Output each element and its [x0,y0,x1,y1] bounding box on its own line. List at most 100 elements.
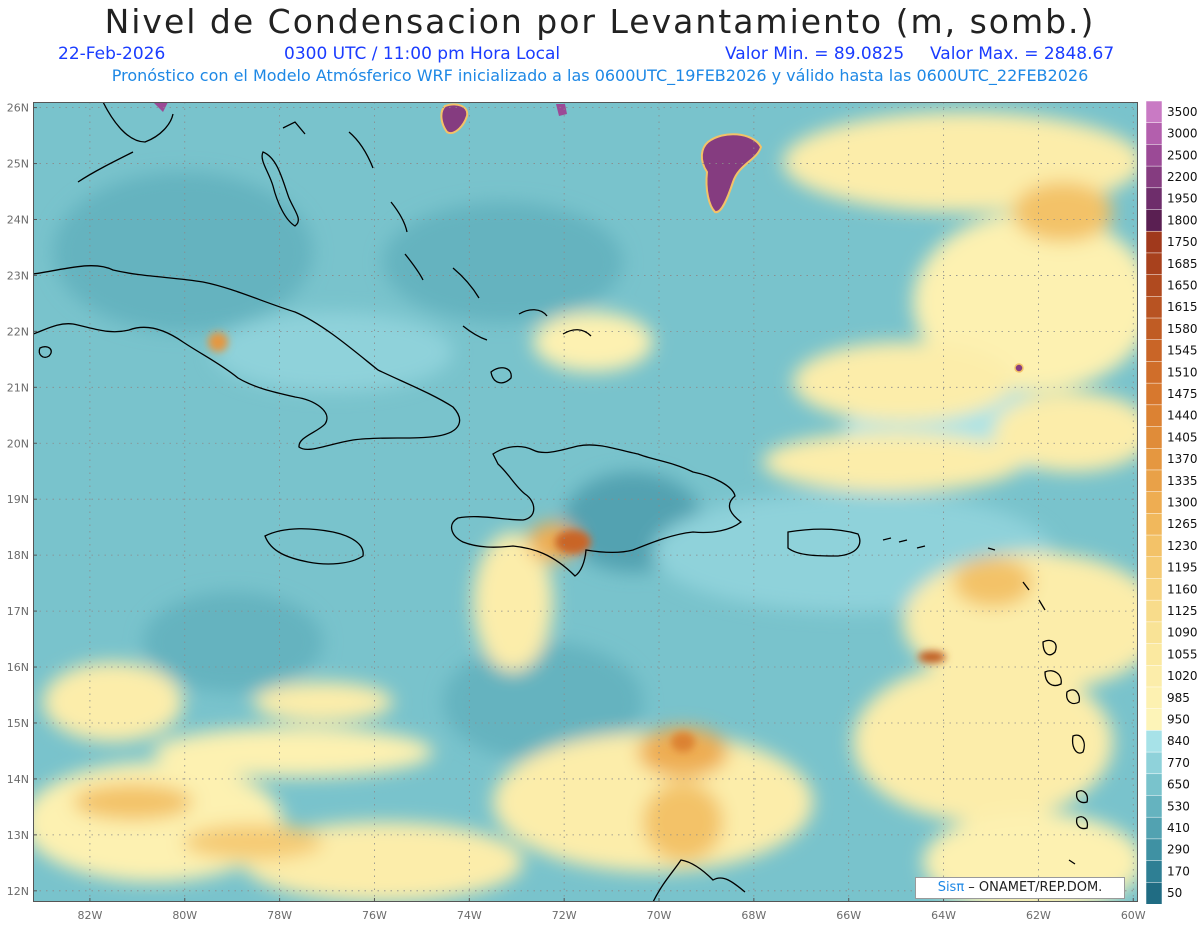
colorbar-swatch [1145,816,1163,840]
colorbar-label: 1300 [1167,496,1198,510]
colorbar-label: 1370 [1167,452,1198,466]
colorbar-swatch [1145,209,1163,232]
lcl-maxima [208,332,946,752]
colorbar-label: 1510 [1167,365,1198,379]
lat-tick-label: 26N [7,102,29,115]
andros [261,151,299,227]
colorbar-swatch [1145,621,1163,645]
lat-tick-label: 18N [7,549,29,562]
credit-text: – ONAMET/REP.DOM. [964,880,1103,895]
colorbar-swatch [1145,882,1163,904]
colorbar-label: 1440 [1167,409,1198,423]
axis-ticks [33,107,1134,902]
bahamas-chain [282,121,488,341]
colorbar-label: 1405 [1167,430,1198,444]
colorbar-swatch [1145,643,1163,667]
colorbar-label: 1950 [1167,192,1198,206]
lon-tick-label: 82W [77,909,102,922]
colorbar-label: 290 [1167,843,1190,857]
colorbar-swatch [1145,122,1163,146]
colorbar-swatch [1145,317,1163,341]
colorbar-label: 1685 [1167,257,1198,271]
colorbar-swatch [1145,751,1163,775]
purple-cell-florida [153,102,168,112]
lat-tick-label: 13N [7,829,29,842]
inagua [490,367,512,384]
lcl-map [33,102,1138,902]
colorbar-swatch [1145,578,1163,601]
colorbar-label: 2500 [1167,148,1198,162]
lesser-antilles [987,547,1089,865]
colorbar-label: 1090 [1167,626,1198,640]
colorbar-swatch [1145,404,1163,428]
lon-tick-label: 60W [1121,909,1146,922]
lat-tick-label: 16N [7,661,29,674]
colorbar-label: 1160 [1167,582,1198,596]
colorbar-swatch [1145,382,1163,406]
colorbar-label: 840 [1167,734,1190,748]
lat-tick-label: 23N [7,269,29,282]
lat-tick-label: 25N [7,158,29,171]
colorbar-swatch [1145,838,1163,862]
map-border [33,102,1138,902]
lat-tick-label: 21N [7,381,29,394]
colorbar-swatch [1145,534,1163,558]
colorbar-swatch [1145,773,1163,797]
jamaica-coastline [264,528,364,565]
colorbar-label: 1020 [1167,669,1198,683]
colorbar-label: 650 [1167,778,1190,792]
colorbar-label: 3000 [1167,127,1198,141]
min-value: Valor Min. = 89.0825 [725,44,905,64]
colorbar-label: 410 [1167,821,1190,835]
lon-tick-label: 72W [552,909,577,922]
colorbar-swatch [1145,296,1163,319]
lat-tick-label: 15N [7,717,29,730]
colorbar-label: 1545 [1167,344,1198,358]
lon-tick-label: 80W [172,909,197,922]
colorbar-label: 1580 [1167,322,1198,336]
lon-tick-label: 66W [836,909,861,922]
lon-tick-label: 76W [362,909,387,922]
colorbar [1145,101,1163,904]
colorbar-swatch [1145,252,1163,276]
colorbar-label: 1265 [1167,517,1198,531]
colorbar-label: 1230 [1167,539,1198,553]
colorbar-swatch [1145,361,1163,384]
colorbar-swatch [1145,165,1163,189]
florida-keys [77,102,174,183]
colorbar-swatch [1145,230,1163,254]
max-value: Valor Max. = 2848.67 [930,44,1115,64]
colorbar-label: 2200 [1167,170,1198,184]
lon-tick-label: 70W [647,909,672,922]
colorbar-label: 530 [1167,799,1190,813]
colorbar-swatch [1145,860,1163,884]
colorbar-swatch [1145,144,1163,167]
colorbar-swatch [1145,599,1163,623]
colorbar-label: 1750 [1167,235,1198,249]
lat-tick-label: 12N [7,885,29,898]
lat-tick-label: 22N [7,325,29,338]
colorbar-swatch [1145,339,1163,363]
map-title: Nivel de Condensacion por Levantamiento … [104,2,1096,41]
isla-juventud [38,346,52,358]
colorbar-swatch [1145,556,1163,580]
lat-tick-label: 17N [7,605,29,618]
colorbar-label: 1475 [1167,387,1198,401]
colorbar-label: 1800 [1167,213,1198,227]
credit-brand: Sisπ [937,880,965,895]
colorbar-label: 1055 [1167,647,1198,661]
lat-tick-label: 24N [7,213,29,226]
lon-tick-label: 74W [457,909,482,922]
colorbar-swatch [1145,187,1163,211]
purple-cell-east [1014,363,1024,373]
colorbar-swatch [1145,447,1163,471]
purple-cell-bahamas [440,103,469,134]
colorbar-swatch [1145,426,1163,449]
lon-tick-label: 78W [267,909,292,922]
credit-box: Sisπ – ONAMET/REP.DOM. [915,877,1125,899]
colorbar-label: 3500 [1167,105,1198,119]
colorbar-label: 985 [1167,691,1190,705]
colorbar-label: 950 [1167,713,1190,727]
colorbar-swatch [1145,730,1163,753]
lat-tick-label: 20N [7,437,29,450]
